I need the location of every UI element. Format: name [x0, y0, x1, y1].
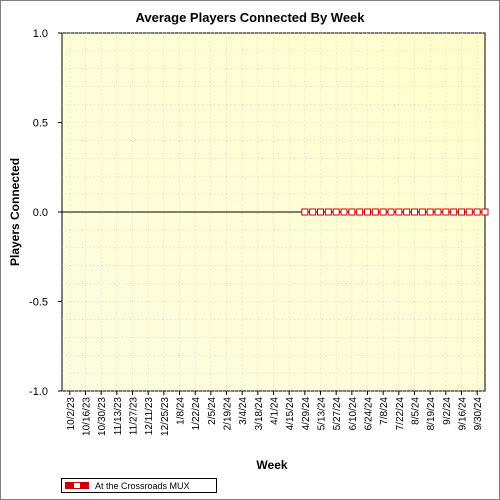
x-tick-label: 8/5/24 — [411, 397, 422, 425]
data-point — [434, 208, 442, 216]
x-tick-label: 3/18/24 — [254, 397, 265, 431]
data-point — [324, 208, 332, 216]
x-tick-label: 11/13/23 — [113, 397, 124, 436]
x-tick-label: 5/13/24 — [317, 397, 328, 431]
data-point — [371, 208, 379, 216]
y-tick-label: 1.0 — [33, 28, 48, 40]
x-tick-label: 4/15/24 — [285, 397, 296, 431]
x-tick-label: 2/19/24 — [223, 397, 234, 431]
x-tick-label: 9/16/24 — [458, 397, 469, 431]
x-tick-label: 1/8/24 — [176, 397, 187, 425]
data-point — [458, 208, 465, 216]
x-tick-label: 6/24/24 — [364, 397, 375, 431]
data-point — [332, 208, 340, 216]
x-tick-label: 10/2/23 — [66, 397, 77, 431]
data-point — [473, 208, 481, 216]
x-tick-label: 10/16/23 — [82, 397, 93, 436]
series-layer — [301, 208, 489, 216]
data-point — [395, 208, 403, 216]
data-point — [403, 208, 411, 216]
data-point — [426, 208, 434, 216]
x-tick-label: 4/1/24 — [270, 397, 281, 425]
x-tick-label: 3/4/24 — [238, 397, 249, 425]
x-tick-label: 5/27/24 — [332, 397, 343, 431]
data-point — [442, 208, 450, 216]
data-point — [481, 208, 489, 216]
data-point — [465, 208, 473, 216]
x-tick-label: 4/29/24 — [301, 397, 312, 431]
x-tick-label: 12/25/23 — [160, 397, 171, 436]
data-point — [379, 208, 387, 216]
y-tick-label: 0.0 — [33, 207, 48, 219]
legend-label: At the Crossroads MUX — [95, 480, 190, 491]
y-tick-label: -1.0 — [29, 386, 48, 398]
legend: At the Crossroads MUX — [61, 478, 217, 493]
x-tick-label: 2/5/24 — [207, 397, 218, 425]
data-point — [387, 208, 395, 216]
legend-marker — [73, 482, 81, 489]
data-point — [356, 208, 364, 216]
data-point — [301, 208, 309, 216]
x-axis-label: Week — [256, 458, 287, 472]
y-axis: 1.0 0.5 0.0 -0.5 -1.0 — [29, 28, 62, 398]
x-tick-label: 11/27/23 — [129, 397, 140, 436]
data-point — [418, 208, 426, 216]
x-tick-label: 8/19/24 — [426, 397, 437, 431]
data-point — [450, 208, 458, 216]
y-axis-label: Players Connected — [8, 158, 22, 266]
data-point — [317, 208, 324, 216]
x-tick-label: 7/22/24 — [395, 397, 406, 431]
x-axis: 10/2/23 10/16/23 10/30/23 11/13/23 11/27/23 1… — [66, 391, 484, 436]
x-tick-label: 12/11/23 — [144, 397, 155, 436]
data-point — [411, 208, 418, 216]
y-tick-label: -0.5 — [29, 297, 48, 309]
x-tick-label: 9/30/24 — [473, 397, 484, 431]
x-tick-label: 1/22/24 — [191, 397, 202, 431]
data-point — [364, 208, 371, 216]
data-point — [348, 208, 356, 216]
y-tick-label: 0.5 — [33, 118, 48, 130]
data-point — [340, 208, 348, 216]
data-point — [309, 208, 317, 216]
x-tick-label: 7/8/24 — [379, 397, 390, 425]
chart-title: Average Players Connected By Week — [135, 10, 365, 25]
x-tick-label: 10/30/23 — [97, 397, 108, 436]
x-tick-label: 6/10/24 — [348, 397, 359, 431]
legend-swatch — [65, 482, 89, 489]
x-tick-label: 9/2/24 — [442, 397, 453, 425]
